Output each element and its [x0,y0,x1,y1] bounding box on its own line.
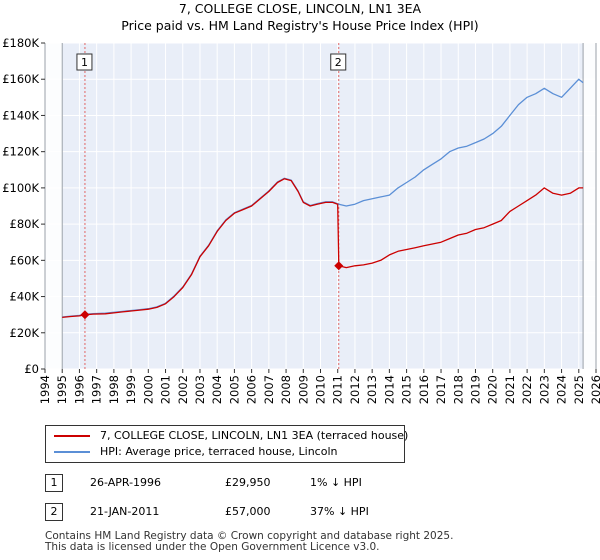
chart-subtitle: Price paid vs. HM Land Registry's House … [121,18,478,33]
y-tick-label: £140K [2,108,39,122]
series-lines [62,78,584,319]
x-tick-label: 2009 [296,375,310,404]
transaction-hpi-diff: 37% ↓ HPI [310,505,369,518]
x-tick-label: 2002 [176,375,190,404]
footer-line-1: Contains HM Land Registry data © Crown c… [45,530,454,542]
legend-swatch-hpi [54,451,90,453]
shaded-regions [44,43,597,369]
x-tick-label: 2017 [434,375,448,404]
y-tick-label: £60K [10,253,40,267]
x-tick-label: 2021 [503,375,517,404]
transaction-price: £29,950 [225,476,271,489]
y-tick-label: £40K [10,290,40,304]
x-tick-label: 2022 [520,375,534,404]
x-tick-label: 2013 [365,375,379,404]
x-tick-label: 2014 [382,375,396,404]
x-tick-label: 2023 [537,375,551,404]
transaction-date: 26-APR-1996 [90,476,162,489]
x-tick-label: 1997 [90,375,104,404]
annotation-number: 2 [335,56,342,69]
x-tick-label: 1999 [124,375,138,404]
transaction-number: 2 [45,503,63,521]
chart-title: 7, COLLEGE CLOSE, LINCOLN, LN1 3EA [179,1,422,16]
annotation-box [76,53,93,71]
sale-point [334,261,344,271]
x-tick-label: 2025 [572,375,586,404]
legend: 7, COLLEGE CLOSE, LINCOLN, LN1 3EA (terr… [45,425,409,463]
x-tick-label: 2008 [279,375,293,404]
transaction-hpi-diff: 1% ↓ HPI [310,476,362,489]
x-tick-label: 2011 [331,375,345,404]
y-tick-label: £20K [10,326,40,340]
property-price-line [62,178,584,319]
x-tick-label: 2010 [314,375,328,404]
transaction-number: 1 [45,474,63,492]
x-tick-label: 2019 [468,375,482,404]
x-tick-label: 2004 [210,375,224,404]
x-tick-label: 2005 [227,375,241,404]
x-tick-label: 2015 [400,375,414,404]
x-tick-label: 2000 [141,375,155,404]
x-tick-label: 1995 [55,375,69,404]
x-tick-label: 1996 [72,375,86,404]
x-axis: 1994 1995 1996 1997 1998 1999 2000 2001 2002 2003… [38,369,600,404]
sale-point [80,310,90,320]
transaction-date: 21-JAN-2011 [90,505,160,518]
shaded-region [45,43,63,369]
legend-label-property: 7, COLLEGE CLOSE, LINCOLN, LN1 3EA (terr… [100,429,409,442]
x-tick-label: 2016 [417,375,431,404]
x-tick-label: 1998 [107,375,121,404]
x-tick-label: 1994 [38,375,52,404]
annotation-box [330,53,347,71]
x-tick-label: 2020 [486,375,500,404]
x-tick-label: 2012 [348,375,362,404]
x-tick-label: 2001 [159,375,173,404]
annotation-label: 1 [76,53,93,71]
x-tick-label: 2006 [245,375,259,404]
footer-line-2: This data is licensed under the Open Gov… [45,541,380,553]
legend-label-hpi: HPI: Average price, terraced house, Linc… [100,445,338,458]
annotation-number: 1 [81,56,88,69]
legend-swatch-property [54,435,90,437]
y-axis: £0 £20K £40K £60K £80K £100K £120K £140K £160K £1… [2,36,45,376]
x-tick-label: 2003 [193,375,207,404]
footer-attribution: Contains HM Land Registry data © Crown c… [45,531,453,553]
x-tick-label: 2026 [589,375,600,404]
y-tick-label: £180K [2,36,39,50]
y-tick-label: £0 [24,362,39,376]
x-tick-label: 2018 [451,375,465,404]
y-tick-label: £160K [2,72,39,86]
y-tick-label: £100K [2,181,39,195]
price-chart: 7, COLLEGE CLOSE, LINCOLN, LN1 3EA Price… [2,1,600,404]
x-tick-label: 2024 [555,375,569,404]
shaded-region [583,43,596,369]
y-tick-label: £120K [2,145,39,159]
transaction-price: £57,000 [225,505,271,518]
sale-points [80,261,344,320]
annotation-label: 2 [330,53,347,71]
x-tick-label: 2007 [262,375,276,404]
y-tick-label: £80K [10,217,40,231]
